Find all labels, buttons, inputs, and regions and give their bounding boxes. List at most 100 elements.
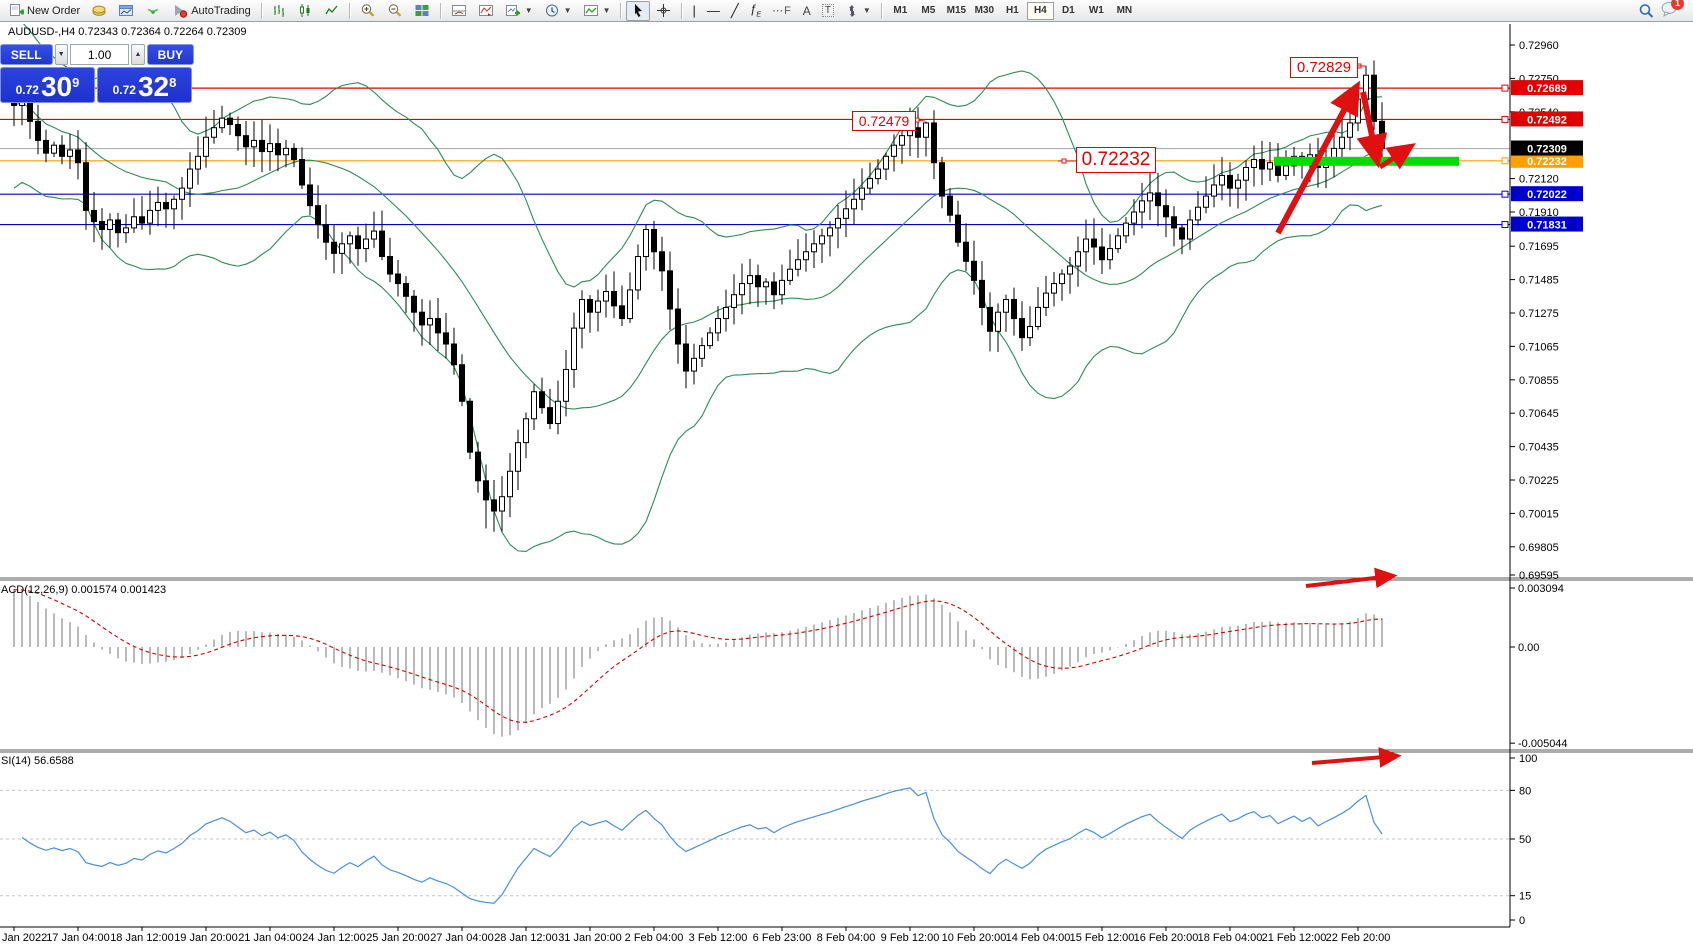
chevron-down-icon: ▼ (602, 6, 611, 15)
analysis-drawings[interactable] (913, 63, 1416, 768)
one-click-trading-panel: SELL ▼ 1.00 ▲ BUY 0.72 30 9 0.72 32 8 (0, 44, 194, 103)
annotation-support-price[interactable]: 0.72232 (1076, 147, 1156, 173)
line-chart-button[interactable] (319, 1, 344, 21)
rsi-panel-graphics (0, 787, 1510, 904)
toolbar: New Order AutoTrading (0, 0, 1693, 22)
equidistant-channel-icon: ƒE (749, 2, 762, 19)
tab-timeframe-m30[interactable]: M30 (974, 4, 995, 16)
annotation-spike-price[interactable]: 0.72479 (852, 111, 916, 131)
time-axis-label: 9 Feb 12:00 (881, 932, 940, 944)
toolbar-separator (620, 2, 622, 19)
volume-input[interactable]: 1.00 (69, 44, 130, 65)
time-axis-label: 18 Feb 04:00 (1198, 932, 1263, 944)
time-axis-label: 31 Jan 20:00 (558, 932, 622, 944)
annotation-spike-text: 0.72479 (858, 113, 910, 129)
tab-timeframe-mn[interactable]: MN (1116, 4, 1133, 16)
panel-frame (0, 24, 1693, 928)
volume-increase-button[interactable]: ▲ (131, 44, 145, 65)
zoom-in-button[interactable] (355, 1, 381, 21)
coins-button[interactable] (86, 1, 112, 21)
rsi-trend-arrow (1311, 747, 1402, 768)
tab-timeframe-m5[interactable]: M5 (921, 4, 936, 16)
new-order-icon (10, 4, 24, 16)
volume-decrease-button[interactable]: ▼ (54, 44, 68, 65)
signal-button[interactable] (140, 1, 166, 21)
price-tick-label: 0.69805 (1519, 542, 1559, 554)
new-order-label: New Order (27, 4, 81, 17)
new-indicator-window-button[interactable] (446, 1, 472, 21)
bid-quote[interactable]: 0.72 30 9 (0, 67, 95, 103)
down-move-arrow (1356, 91, 1388, 169)
fibonacci-button[interactable]: ⋯F (767, 1, 797, 21)
macd-tick-label: -0.005044 (1518, 738, 1568, 750)
period-button[interactable]: ▼ (539, 1, 577, 21)
time-axis-label: 6 Feb 23:00 (753, 932, 812, 944)
bar-chart-icon (273, 5, 284, 17)
autotrading-icon (175, 5, 188, 18)
price-tag (1511, 80, 1583, 96)
zoom-in-icon (361, 4, 374, 17)
vertical-line-button[interactable]: | (687, 1, 700, 21)
tab-timeframe-m15[interactable]: M15 (946, 4, 967, 16)
price-tag-label: 0.71831 (1527, 220, 1567, 232)
add-indicator-icon (505, 5, 520, 16)
crosshair-button[interactable] (651, 1, 676, 21)
macd-trend-arrow (1305, 567, 1398, 589)
search-button[interactable] (1633, 1, 1660, 21)
template-icon (583, 5, 598, 16)
new-order-button[interactable]: New Order (4, 1, 85, 21)
bid-big-digits: 30 (40, 71, 73, 102)
candlestick-chart-button[interactable] (293, 1, 318, 21)
time-axis-label: 14 Feb 04:00 (1006, 932, 1071, 944)
horizontal-line-button[interactable]: — (702, 1, 725, 21)
autotrading-button[interactable]: AutoTrading (167, 1, 256, 21)
time-axis-label: 10 Feb 20:00 (942, 932, 1007, 944)
zoom-out-button[interactable] (382, 1, 408, 21)
chevron-down-icon: ▼ (563, 6, 572, 15)
candles (11, 60, 1385, 532)
rsi-tick-label: 0 (1519, 915, 1525, 927)
ask-prefix: 0.72 (112, 83, 136, 97)
ask-big-digits: 32 (137, 71, 170, 102)
indicator-list-button[interactable] (473, 1, 499, 21)
add-indicator-button[interactable]: ▼ (500, 1, 538, 21)
tile-windows-button[interactable] (409, 1, 435, 21)
text-button[interactable]: A (798, 1, 816, 21)
toolbar-separator (880, 2, 882, 19)
trendline-button[interactable]: ╱ (726, 1, 744, 21)
notifications-button[interactable]: 1 (1661, 0, 1684, 20)
clock-icon (545, 4, 558, 17)
text-label-icon: T (821, 4, 834, 17)
bar-chart-button[interactable] (267, 1, 292, 21)
bid-prefix: 0.72 (15, 83, 39, 97)
equidistant-channel-button[interactable]: ƒE (745, 1, 766, 21)
tab-timeframe-d1[interactable]: D1 (1061, 4, 1075, 16)
chart-window-button[interactable] (113, 1, 139, 21)
arrows-button[interactable]: ▼ (840, 1, 876, 21)
arrows-icon (848, 4, 855, 17)
green-support-zone[interactable] (1274, 156, 1459, 166)
ask-quote[interactable]: 0.72 32 8 (97, 67, 192, 103)
price-axis[interactable]: 0.729600.727500.725400.721200.719100.716… (1501, 40, 1583, 927)
toolbar-separator (439, 2, 441, 19)
rsi-label: SI(14) 56.6588 (1, 755, 74, 767)
tab-timeframe-h4[interactable]: H4 (1026, 1, 1054, 20)
chart-background (0, 22, 1693, 948)
buy-button[interactable]: BUY (146, 44, 194, 65)
tab-timeframe-w1[interactable]: W1 (1088, 4, 1104, 16)
cursor-button[interactable] (626, 0, 651, 21)
time-axis-label: 25 Jan 20:00 (366, 932, 430, 944)
template-button[interactable]: ▼ (578, 1, 616, 21)
time-axis-label: 28 Jan 12:00 (494, 932, 558, 944)
search-icon (1639, 3, 1654, 18)
sell-button[interactable]: SELL (0, 44, 53, 65)
text-label-button[interactable]: T (817, 1, 839, 21)
macd-signal-line (13, 589, 1383, 723)
price-tag (1511, 216, 1583, 232)
price-tag (1511, 152, 1583, 168)
tab-timeframe-m1[interactable]: M1 (893, 4, 908, 16)
tab-timeframe-h1[interactable]: H1 (1005, 4, 1019, 16)
annotation-peak-price[interactable]: 0.72829 (1290, 57, 1358, 78)
